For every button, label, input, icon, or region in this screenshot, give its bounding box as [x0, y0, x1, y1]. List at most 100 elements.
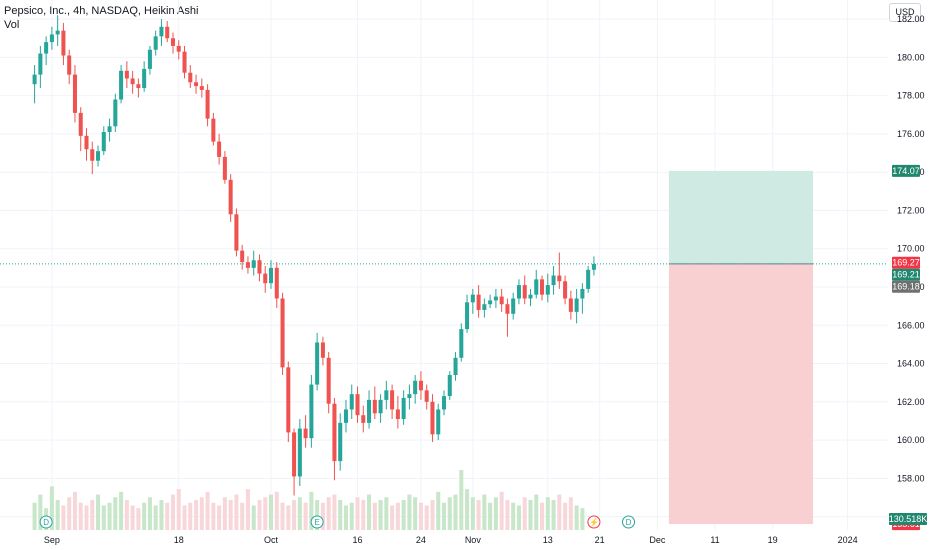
candle-body[interactable]: [505, 304, 510, 314]
candle-body[interactable]: [332, 403, 337, 462]
candle-body[interactable]: [90, 149, 95, 161]
candle-body[interactable]: [217, 141, 222, 157]
candle-body[interactable]: [309, 384, 314, 439]
candle-body[interactable]: [476, 294, 481, 310]
candle-body[interactable]: [557, 275, 562, 282]
candle-body[interactable]: [44, 42, 49, 54]
candle-body[interactable]: [361, 415, 366, 423]
candle-body[interactable]: [32, 74, 37, 85]
candle-body[interactable]: [395, 409, 400, 420]
candle-body[interactable]: [61, 30, 66, 56]
candle-body[interactable]: [142, 68, 147, 89]
candle-body[interactable]: [72, 74, 77, 113]
candle-body[interactable]: [424, 390, 429, 402]
candle-body[interactable]: [482, 304, 487, 310]
candle-body[interactable]: [124, 70, 129, 79]
candle-body[interactable]: [315, 342, 320, 385]
candle-body[interactable]: [418, 380, 423, 391]
candle-body[interactable]: [493, 296, 498, 301]
candle-body[interactable]: [545, 285, 550, 295]
candle-body[interactable]: [563, 281, 568, 299]
candle-body[interactable]: [390, 390, 395, 410]
split-marker[interactable]: [587, 515, 601, 529]
candle-body[interactable]: [205, 89, 210, 119]
candle-body[interactable]: [349, 394, 354, 410]
candle-body[interactable]: [67, 55, 72, 75]
candle-body[interactable]: [378, 399, 383, 414]
candle-body[interactable]: [343, 409, 348, 423]
candle-body[interactable]: [251, 260, 256, 268]
candle-body[interactable]: [159, 26, 164, 37]
price-tag[interactable]: [892, 164, 920, 177]
candle-body[interactable]: [407, 394, 412, 398]
candle-body[interactable]: [470, 294, 475, 303]
candle-body[interactable]: [441, 396, 447, 410]
position-profit-zone[interactable]: [668, 170, 814, 264]
candle-body[interactable]: [136, 84, 141, 89]
candle-body[interactable]: [297, 428, 302, 477]
candle-body[interactable]: [222, 156, 227, 180]
candle-body[interactable]: [367, 399, 372, 423]
candle-body[interactable]: [326, 357, 331, 404]
candle-body[interactable]: [84, 135, 89, 150]
candle-body[interactable]: [165, 26, 170, 39]
candle-body[interactable]: [320, 342, 325, 358]
candle-body[interactable]: [292, 432, 297, 477]
candle-body[interactable]: [211, 118, 216, 142]
candle-body[interactable]: [511, 298, 516, 314]
symbol-title[interactable]: Pepsico, Inc., 4h, NASDAQ, Heikin Ashi: [4, 5, 199, 17]
candle-body[interactable]: [240, 250, 245, 263]
candle-body[interactable]: [199, 86, 204, 90]
candle-body[interactable]: [413, 380, 418, 395]
candle-body[interactable]: [436, 409, 441, 435]
candle-body[interactable]: [430, 401, 435, 435]
candle-body[interactable]: [534, 279, 539, 295]
volume-legend-label[interactable]: Vol: [4, 19, 20, 31]
candle-body[interactable]: [459, 329, 464, 358]
candle-body[interactable]: [372, 399, 377, 414]
candle-body[interactable]: [113, 99, 118, 127]
candle-body[interactable]: [119, 70, 124, 100]
currency-button[interactable]: USD: [889, 3, 921, 22]
price-tag[interactable]: [892, 268, 920, 281]
candle-body[interactable]: [245, 262, 250, 268]
candle-body[interactable]: [355, 394, 360, 416]
price-tag[interactable]: [892, 280, 920, 293]
candle-body[interactable]: [568, 298, 573, 312]
candle-body[interactable]: [540, 279, 545, 295]
candle-body[interactable]: [107, 126, 112, 133]
candle-body[interactable]: [182, 51, 187, 73]
price-tag[interactable]: [892, 256, 920, 269]
candle-body[interactable]: [194, 82, 199, 87]
candle-body[interactable]: [55, 30, 60, 35]
candle-body[interactable]: [580, 288, 585, 299]
candle-body[interactable]: [591, 264, 596, 270]
candle-body[interactable]: [78, 112, 83, 136]
candle-body[interactable]: [96, 151, 101, 161]
candle-body[interactable]: [453, 357, 458, 376]
candle-body[interactable]: [228, 179, 233, 215]
candle-body[interactable]: [499, 296, 504, 305]
candle-body[interactable]: [188, 72, 193, 83]
position-loss-zone[interactable]: [668, 263, 814, 525]
candle-body[interactable]: [465, 302, 470, 330]
candle-body[interactable]: [574, 298, 579, 312]
volume-tag[interactable]: [889, 513, 927, 525]
candle-body[interactable]: [130, 78, 135, 85]
candle-body[interactable]: [170, 38, 176, 46]
candle-body[interactable]: [488, 300, 493, 305]
dividend-marker[interactable]: [622, 515, 636, 529]
candle-body[interactable]: [280, 298, 285, 368]
candle-body[interactable]: [286, 367, 291, 433]
candle-body[interactable]: [338, 422, 343, 462]
candle-body[interactable]: [176, 45, 181, 52]
candle-body[interactable]: [384, 390, 389, 400]
candle-body[interactable]: [263, 273, 268, 284]
candle-body[interactable]: [101, 132, 106, 152]
earnings-marker[interactable]: [310, 515, 324, 529]
candle-body[interactable]: [274, 267, 279, 299]
candle-body[interactable]: [257, 260, 262, 274]
candle-body[interactable]: [49, 34, 54, 43]
candle-body[interactable]: [303, 428, 308, 439]
